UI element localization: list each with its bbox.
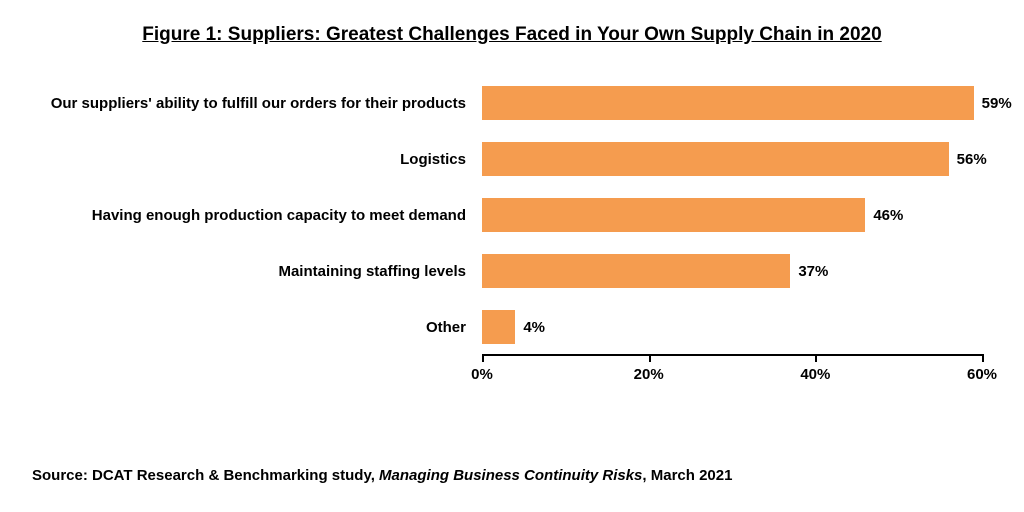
x-tick-label: 0% <box>471 366 493 383</box>
bar-row: Maintaining staffing levels 37% <box>32 254 992 288</box>
source-citation: Source: DCAT Research & Benchmarking stu… <box>32 467 732 484</box>
source-suffix: , March 2021 <box>642 467 732 484</box>
bar <box>482 142 949 176</box>
x-tick-mark <box>649 354 651 362</box>
bar <box>482 198 865 232</box>
x-tick-label: 40% <box>800 366 830 383</box>
x-tick-label: 60% <box>967 366 997 383</box>
source-prefix: Source: DCAT Research & Benchmarking stu… <box>32 467 379 484</box>
source-study-name: Managing Business Continuity Risks <box>379 467 642 484</box>
chart-area: Our suppliers' ability to fulfill our or… <box>32 86 992 416</box>
bar-plot-cell: 37% <box>482 254 982 288</box>
bar-row: Having enough production capacity to mee… <box>32 198 992 232</box>
bar-row: Logistics56% <box>32 142 992 176</box>
x-axis-line <box>482 354 982 356</box>
x-tick-mark <box>482 354 484 362</box>
bar-plot-cell: 56% <box>482 142 982 176</box>
bar <box>482 254 790 288</box>
x-tick-mark <box>815 354 817 362</box>
value-label: 4% <box>515 310 545 344</box>
x-tick-label: 20% <box>634 366 664 383</box>
figure-title: Figure 1: Suppliers: Greatest Challenges… <box>0 24 1024 46</box>
bar <box>482 310 515 344</box>
value-label: 59% <box>974 86 1012 120</box>
category-label: Our suppliers' ability to fulfill our or… <box>32 95 482 112</box>
category-label: Logistics <box>32 151 482 168</box>
bar-row: Other 4% <box>32 310 992 344</box>
bar-plot-cell: 46% <box>482 198 982 232</box>
value-label: 56% <box>949 142 987 176</box>
value-label: 46% <box>865 198 903 232</box>
category-label: Maintaining staffing levels <box>32 263 482 280</box>
figure-container: Figure 1: Suppliers: Greatest Challenges… <box>0 0 1024 512</box>
bar-plot-cell: 59% <box>482 86 982 120</box>
bar-plot-cell: 4% <box>482 310 982 344</box>
x-tick-mark <box>982 354 984 362</box>
value-label: 37% <box>790 254 828 288</box>
category-label: Other <box>32 319 482 336</box>
category-label: Having enough production capacity to mee… <box>32 207 482 224</box>
bar-row: Our suppliers' ability to fulfill our or… <box>32 86 992 120</box>
bar <box>482 86 974 120</box>
